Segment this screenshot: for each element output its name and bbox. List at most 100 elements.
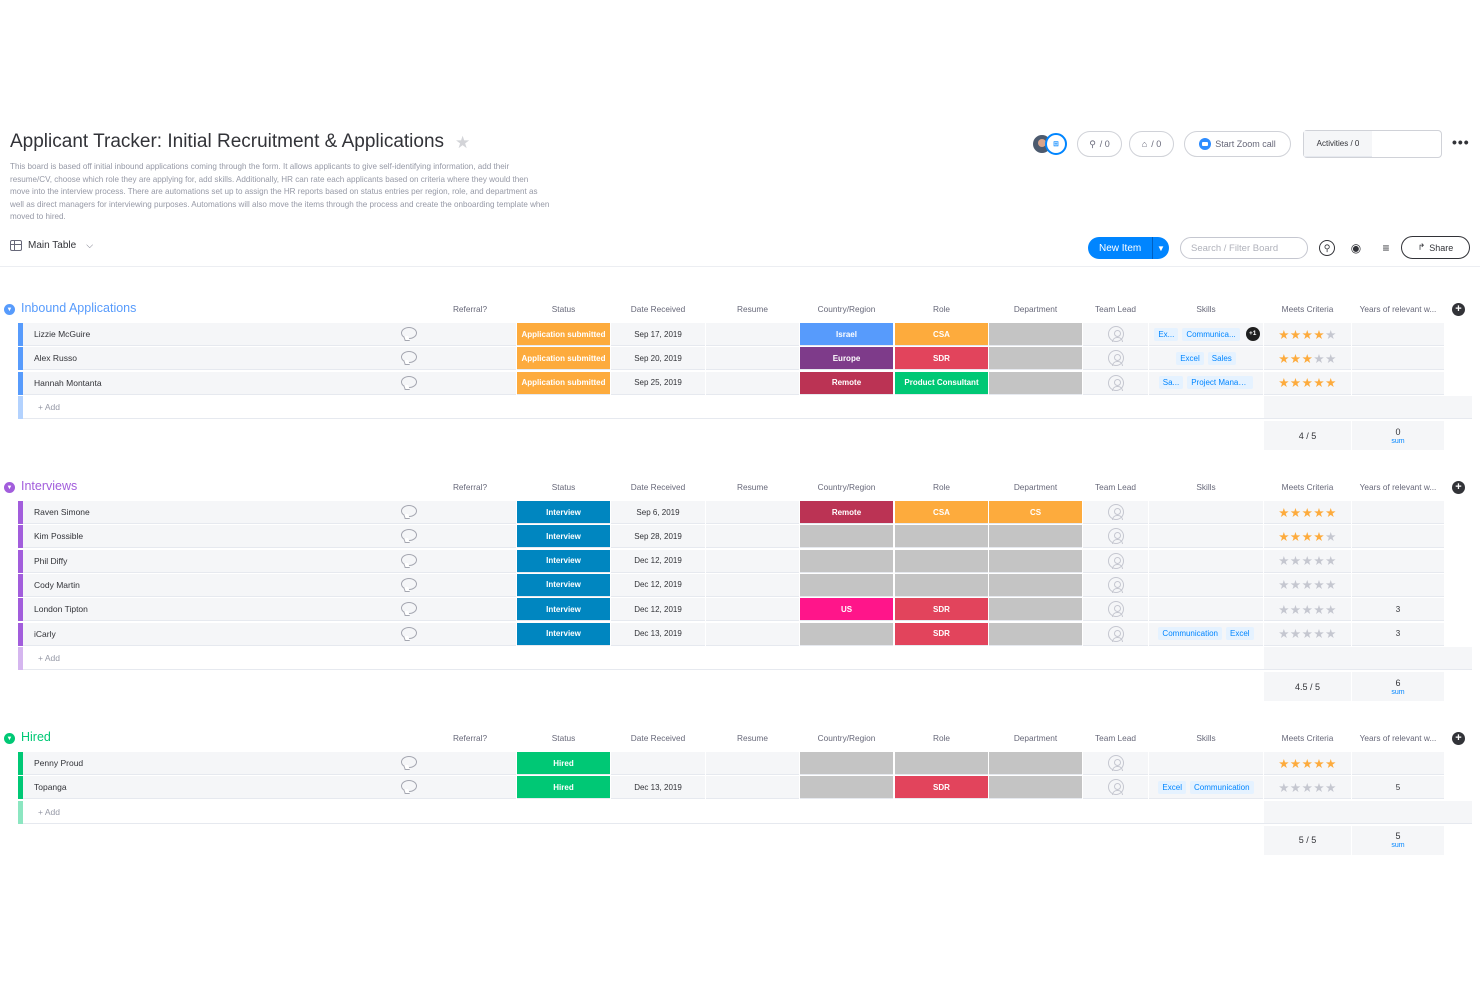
date-cell[interactable]: Sep 20, 2019 xyxy=(611,347,705,371)
resume-cell[interactable] xyxy=(706,752,799,775)
role-cell[interactable]: Product Consultant xyxy=(895,371,988,395)
column-header-skills[interactable]: Skills xyxy=(1196,733,1216,743)
resume-cell[interactable] xyxy=(706,598,799,622)
star-icon[interactable]: ★ xyxy=(1313,505,1326,520)
item-name[interactable]: Lizzie McGuire xyxy=(23,323,441,346)
column-header-status[interactable]: Status xyxy=(551,482,576,492)
role-cell[interactable]: SDR xyxy=(895,622,988,646)
skills-cell[interactable]: Communication Excel xyxy=(1149,622,1263,646)
star-icon[interactable]: ★ xyxy=(1278,627,1290,641)
country-cell[interactable]: US xyxy=(800,598,893,622)
column-header-role[interactable]: Role xyxy=(932,304,951,314)
status-cell[interactable]: Interview xyxy=(517,525,610,549)
team-lead-cell[interactable] xyxy=(1083,752,1148,775)
skills-cell[interactable] xyxy=(1149,598,1263,622)
share-button[interactable]: ↱ Share xyxy=(1401,236,1470,259)
column-header-department[interactable]: Department xyxy=(1013,733,1058,743)
star-icon[interactable]: ★ xyxy=(1289,627,1302,641)
star-icon[interactable]: ★ xyxy=(1301,351,1314,366)
star-icon[interactable]: ★ xyxy=(1313,756,1326,771)
star-icon[interactable]: ★ xyxy=(1289,602,1302,617)
add-item-input[interactable]: + Add xyxy=(23,647,1264,670)
integrations-button[interactable]: ⚲ / 0 xyxy=(1077,131,1122,157)
date-cell[interactable]: Sep 6, 2019 xyxy=(611,501,705,524)
column-header-team-lead[interactable]: Team Lead xyxy=(1094,304,1137,314)
column-header-date[interactable]: Date Received xyxy=(630,482,686,492)
star-rating[interactable]: ★★★★★ xyxy=(1278,375,1337,390)
role-cell[interactable] xyxy=(895,525,988,549)
department-cell[interactable] xyxy=(989,549,1082,573)
hide-columns-icon[interactable]: ◉ xyxy=(1350,241,1362,255)
rating-cell[interactable]: ★★★★★ xyxy=(1264,752,1351,775)
item-name[interactable]: London Tipton xyxy=(23,598,441,622)
resume-cell[interactable] xyxy=(706,501,799,524)
chevron-down-icon[interactable]: ▼ xyxy=(1152,237,1169,259)
add-column-icon[interactable]: + xyxy=(1452,732,1465,745)
table-row[interactable]: Alex Russo Application submitted Sep 20, 2… xyxy=(18,347,1472,371)
add-item-input[interactable]: + Add xyxy=(23,396,1264,419)
years-cell[interactable] xyxy=(1352,525,1444,549)
table-row[interactable]: Topanga Hired Dec 13, 2019 SDR Excel Communic… xyxy=(18,776,1472,800)
star-icon[interactable]: ★ xyxy=(1325,376,1337,391)
item-name[interactable]: iCarly xyxy=(23,622,441,646)
star-rating[interactable]: ★★★★★ xyxy=(1278,553,1337,568)
star-icon[interactable]: ★ xyxy=(1325,578,1337,593)
star-icon[interactable]: ★ xyxy=(1325,756,1337,771)
board-title[interactable]: Applicant Tracker: Initial Recruitment &… xyxy=(10,131,445,152)
column-header-meets[interactable]: Meets Criteria xyxy=(1281,733,1334,743)
referral-cell[interactable] xyxy=(424,371,516,395)
column-header-resume[interactable]: Resume xyxy=(737,304,768,314)
skills-cell[interactable]: Sa... Project Manage... xyxy=(1149,371,1263,395)
view-selector[interactable]: Main Table ⌵ xyxy=(10,240,93,251)
more-options-icon[interactable]: ••• xyxy=(1452,134,1470,150)
department-cell[interactable] xyxy=(989,323,1082,346)
column-header-status[interactable]: Status xyxy=(551,733,576,743)
country-cell[interactable]: Remote xyxy=(800,371,893,395)
item-name[interactable]: Alex Russo xyxy=(23,347,441,371)
team-lead-cell[interactable] xyxy=(1083,323,1148,346)
filter-icon[interactable]: ≡ xyxy=(1382,241,1390,255)
column-header-country[interactable]: Country/Region xyxy=(817,482,876,492)
team-lead-cell[interactable] xyxy=(1083,549,1148,573)
department-cell[interactable] xyxy=(989,752,1082,775)
column-header-role[interactable]: Role xyxy=(932,733,951,743)
star-icon[interactable]: ★ xyxy=(1301,529,1314,544)
referral-cell[interactable] xyxy=(424,323,516,346)
column-header-years[interactable]: Years of relevant w... xyxy=(1359,482,1437,492)
updates-bubble-icon[interactable] xyxy=(401,577,417,590)
star-icon[interactable]: ★ xyxy=(1278,554,1290,569)
star-icon[interactable]: ★ xyxy=(1313,780,1326,795)
star-icon[interactable]: ★ xyxy=(1325,780,1337,795)
star-icon[interactable]: ★ xyxy=(1313,578,1326,593)
referral-cell[interactable] xyxy=(424,622,516,646)
star-rating[interactable]: ★★★★★ xyxy=(1278,351,1337,366)
column-header-skills[interactable]: Skills xyxy=(1196,304,1216,314)
date-cell[interactable]: Dec 13, 2019 xyxy=(611,622,705,646)
table-row[interactable]: Penny Proud Hired ★★★★★ xyxy=(18,752,1472,775)
years-cell[interactable] xyxy=(1352,549,1444,573)
column-header-years[interactable]: Years of relevant w... xyxy=(1359,304,1437,314)
star-icon[interactable]: ★ xyxy=(1289,505,1302,520)
team-lead-cell[interactable] xyxy=(1083,371,1148,395)
role-cell[interactable] xyxy=(895,573,988,597)
star-icon[interactable]: ★ xyxy=(1313,554,1326,569)
star-icon[interactable]: ★ xyxy=(1301,376,1314,391)
table-row[interactable]: Phil Diffy Interview Dec 12, 2019 ★★★★★ xyxy=(18,549,1472,573)
item-name[interactable]: Cody Martin xyxy=(23,573,441,597)
updates-bubble-icon[interactable] xyxy=(401,375,417,388)
star-icon[interactable]: ★ xyxy=(1301,602,1314,617)
column-header-date[interactable]: Date Received xyxy=(630,304,686,314)
star-icon[interactable]: ★ xyxy=(1278,578,1290,593)
star-icon[interactable]: ★ xyxy=(1278,505,1290,520)
status-cell[interactable]: Hired xyxy=(517,752,610,775)
collapse-group-icon[interactable]: ▼ xyxy=(4,733,15,744)
star-icon[interactable]: ★ xyxy=(1278,351,1290,366)
date-cell[interactable]: Dec 12, 2019 xyxy=(611,573,705,597)
referral-cell[interactable] xyxy=(424,752,516,775)
item-name[interactable]: Penny Proud xyxy=(23,752,441,775)
department-cell[interactable]: CS xyxy=(989,501,1082,524)
star-rating[interactable]: ★★★★★ xyxy=(1278,327,1337,342)
updates-bubble-icon[interactable] xyxy=(401,780,417,793)
star-icon[interactable]: ★ xyxy=(1278,602,1290,617)
rating-cell[interactable]: ★★★★★ xyxy=(1264,501,1351,524)
